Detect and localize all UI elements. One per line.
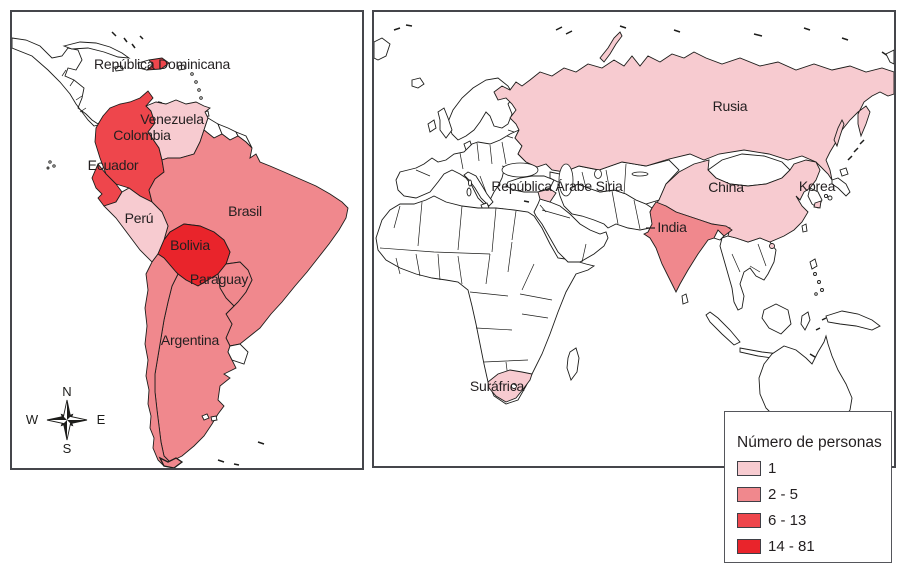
legend-label-2: 2 - 5 <box>768 485 799 503</box>
aral-sea <box>594 169 602 179</box>
inland-seas <box>501 162 649 197</box>
caribbean-islands <box>62 31 210 118</box>
label-rusia: Rusia <box>713 98 748 114</box>
compass-rose: N S W E <box>26 384 106 456</box>
europe-landmass <box>395 77 538 211</box>
label-surafrica: Suráfrica <box>470 378 525 394</box>
country-india <box>643 201 733 294</box>
compass-south-label: S <box>63 441 72 456</box>
taiwan <box>801 223 808 233</box>
east-asia-islands <box>823 139 865 201</box>
label-colombia: Colombia <box>113 127 171 143</box>
legend-title: Número de personas <box>737 434 882 451</box>
label-korea: Korea <box>799 178 836 194</box>
hainan <box>769 243 775 249</box>
country-surafrica <box>487 369 533 403</box>
label-brasil: Brasil <box>228 203 262 219</box>
asia-white-landmass <box>505 153 823 311</box>
label-argentina: Argentina <box>161 332 220 348</box>
central-america-landmass <box>12 37 106 127</box>
black-sea <box>501 162 539 178</box>
legend-item-3: 6 - 13 <box>737 511 883 529</box>
sri-lanka <box>681 293 689 305</box>
world-map-panel: Rusia China Korea República Árabe Siria … <box>372 10 896 468</box>
legend-item-1: 1 <box>737 459 883 477</box>
madagascar <box>566 347 580 381</box>
world-map: Rusia China Korea República Árabe Siria … <box>374 24 894 444</box>
label-india: India <box>657 219 687 235</box>
new-guinea <box>825 310 881 331</box>
legend-label-3: 6 - 13 <box>768 511 807 529</box>
tierra-del-fuego <box>158 456 184 468</box>
legend-label-1: 1 <box>768 459 777 477</box>
country-peru <box>103 187 169 263</box>
sulawesi <box>800 311 811 331</box>
legend-item-4: 14 - 81 <box>737 537 883 555</box>
britain <box>437 107 453 139</box>
sumatra <box>705 311 741 346</box>
country-rusia <box>493 51 894 181</box>
south-america-map: N S W E República Dominicana Venezuela C… <box>12 31 349 468</box>
lesotho <box>511 383 517 389</box>
label-venezuela: Venezuela <box>140 111 204 127</box>
caspian-sea <box>558 163 574 197</box>
country-siria <box>537 188 557 203</box>
label-china: China <box>708 179 744 195</box>
novaya-zemlya <box>599 31 623 63</box>
africa-landmass <box>375 195 596 405</box>
legend-item-2: 2 - 5 <box>737 485 883 503</box>
country-korea <box>813 200 822 209</box>
legend-swatch-1 <box>737 460 761 476</box>
label-paraguay: Paraguay <box>190 271 249 287</box>
south-america-countries <box>91 90 349 468</box>
left-map-small-islands <box>46 160 265 466</box>
label-bolivia: Bolivia <box>170 237 210 253</box>
country-uruguay <box>227 343 249 365</box>
label-ecuador: Ecuador <box>88 157 139 173</box>
sakhalin <box>833 118 845 148</box>
country-republica-dominicana <box>145 57 170 71</box>
arabia <box>533 198 609 263</box>
label-siria: República Árabe Siria <box>491 178 623 194</box>
lake-balkhash <box>631 171 649 177</box>
ireland <box>427 119 437 133</box>
left-map-labels: República Dominicana Venezuela Colombia … <box>88 56 263 348</box>
label-peru: Perú <box>125 210 154 226</box>
compass-north-label: N <box>62 384 71 399</box>
legend-swatch-2 <box>737 486 761 502</box>
legend-swatch-4 <box>737 538 761 554</box>
label-republica-dominicana: República Dominicana <box>94 56 230 72</box>
legend-label-4: 14 - 81 <box>768 537 815 555</box>
legend-swatch-3 <box>737 512 761 528</box>
south-america-map-panel: N S W E República Dominicana Venezuela C… <box>10 10 364 470</box>
philippines <box>809 258 818 270</box>
compass-west-label: W <box>26 412 39 427</box>
compass-east-label: E <box>97 412 106 427</box>
legend: Número de personas 1 2 - 5 6 - 13 14 - 8… <box>724 411 892 563</box>
arctic-fragments <box>374 24 894 89</box>
right-map-labels: Rusia China Korea República Árabe Siria … <box>470 98 836 394</box>
borneo <box>761 303 792 335</box>
indochina <box>719 235 777 311</box>
